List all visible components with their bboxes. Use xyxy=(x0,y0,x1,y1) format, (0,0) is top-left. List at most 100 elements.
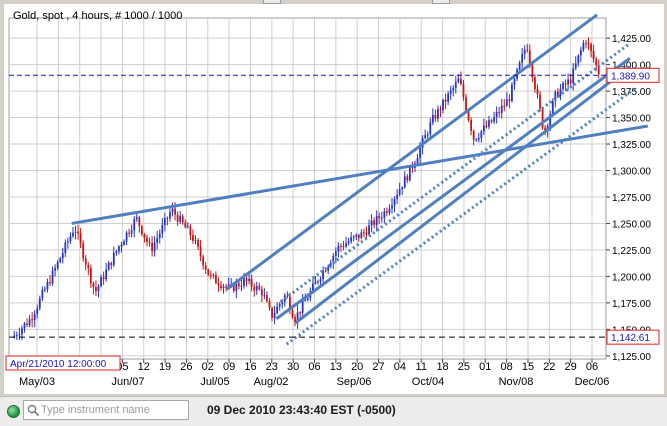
candle-body xyxy=(549,114,552,126)
candle-body xyxy=(329,262,332,267)
candle-body xyxy=(128,232,131,234)
y-tick-label: 1,200.00 xyxy=(612,272,651,283)
candle-body xyxy=(485,125,488,127)
candle-body xyxy=(140,226,143,235)
candle-body xyxy=(449,90,452,94)
candle-body xyxy=(378,215,381,219)
candle-body xyxy=(202,256,205,266)
candle-body xyxy=(388,208,391,213)
candle-body xyxy=(21,328,23,335)
candle-body xyxy=(462,83,465,98)
x-tick-label: 15 xyxy=(522,361,534,373)
low-marker-label: 1,142.61 xyxy=(611,333,650,344)
candle-body xyxy=(23,323,26,329)
candle-body xyxy=(245,278,248,281)
candle-body xyxy=(498,112,501,114)
trendline[interactable] xyxy=(294,65,631,325)
x-tick-label: 26 xyxy=(180,361,192,373)
candle-body xyxy=(174,208,176,215)
candle-body xyxy=(391,205,393,209)
candle-body xyxy=(294,317,296,323)
candle-body xyxy=(186,226,189,228)
y-tick-label: 1,225.00 xyxy=(612,246,651,257)
x-tick-label: 23 xyxy=(266,361,278,373)
candle-body xyxy=(163,218,166,225)
candle-body xyxy=(482,125,485,132)
candle-body xyxy=(534,77,536,89)
y-tick-label: 1,300.00 xyxy=(612,166,651,177)
candle-body xyxy=(447,93,450,102)
candle-body xyxy=(130,230,133,234)
candle-body xyxy=(324,270,327,272)
candle-body xyxy=(59,258,62,262)
candle-body xyxy=(500,105,503,113)
candle-body xyxy=(569,79,572,84)
x-month-label: Aug/02 xyxy=(254,376,289,388)
trendline-dotted[interactable] xyxy=(285,86,637,346)
chart-panel[interactable]: 1,125.001,150.001,175.001,200.001,225.00… xyxy=(4,4,664,394)
candle-body xyxy=(480,131,483,138)
candle-body xyxy=(243,278,245,286)
instrument-search-input[interactable] xyxy=(41,402,186,418)
candle-body xyxy=(197,240,199,247)
candle-body xyxy=(592,50,595,60)
candle-body xyxy=(110,262,113,266)
toolbar-tab-stub[interactable] xyxy=(432,0,450,4)
candle-body xyxy=(408,166,411,181)
candle-body xyxy=(133,219,136,231)
candle-body xyxy=(28,319,31,325)
candle-body xyxy=(465,97,467,111)
candle-body xyxy=(541,108,544,128)
candle-body xyxy=(472,131,475,140)
candle-body xyxy=(102,277,105,280)
candle-body xyxy=(64,242,67,254)
server-clock: 09 Dec 2010 23:43:40 EST (-0500) xyxy=(207,403,396,417)
candle-body xyxy=(215,274,217,283)
candle-body xyxy=(340,245,342,247)
price-chart[interactable]: 1,125.001,150.001,175.001,200.001,225.00… xyxy=(4,4,664,394)
candle-body xyxy=(184,222,187,228)
candle-body xyxy=(192,235,194,241)
toolbar-tab-stub[interactable] xyxy=(263,0,281,4)
candle-body xyxy=(439,108,442,111)
candle-body xyxy=(536,88,539,95)
x-month-label: Jun/07 xyxy=(111,376,144,388)
chart-title: Gold, spot , 4 hours, # 1000 / 1000 xyxy=(13,10,183,22)
candle-body xyxy=(334,251,337,257)
candle-body xyxy=(135,217,138,220)
candle-body xyxy=(148,241,151,244)
trendline[interactable] xyxy=(226,13,598,291)
candle-body xyxy=(13,335,16,337)
candle-body xyxy=(278,304,281,307)
current-price-tag xyxy=(606,67,660,83)
candle-body xyxy=(15,335,18,337)
candle-body xyxy=(562,83,564,89)
candle-body xyxy=(567,79,569,85)
candle-body xyxy=(437,108,439,119)
candle-body xyxy=(46,281,49,290)
plot-area[interactable] xyxy=(8,17,607,360)
candle-body xyxy=(31,319,34,321)
candle-body xyxy=(574,63,577,69)
candle-body xyxy=(18,334,21,336)
candle-body xyxy=(406,176,409,181)
candle-body xyxy=(107,262,110,270)
candle-body xyxy=(398,189,401,195)
candle-body xyxy=(118,246,120,252)
instrument-search-box[interactable] xyxy=(23,400,189,420)
candle-body xyxy=(227,284,230,287)
candle-body xyxy=(373,220,376,225)
trendline[interactable] xyxy=(71,124,649,225)
y-tick-label: 1,125.00 xyxy=(612,352,651,363)
candle-body xyxy=(100,277,102,287)
candle-body xyxy=(327,266,330,271)
candle-body xyxy=(268,301,271,308)
trendline[interactable] xyxy=(275,57,631,320)
candle-body xyxy=(556,91,559,97)
candle-body xyxy=(220,285,222,288)
candle-body xyxy=(258,286,261,290)
candle-body xyxy=(299,312,302,314)
candle-body xyxy=(488,120,490,127)
candle-body xyxy=(332,256,335,263)
candle-body xyxy=(360,232,363,238)
